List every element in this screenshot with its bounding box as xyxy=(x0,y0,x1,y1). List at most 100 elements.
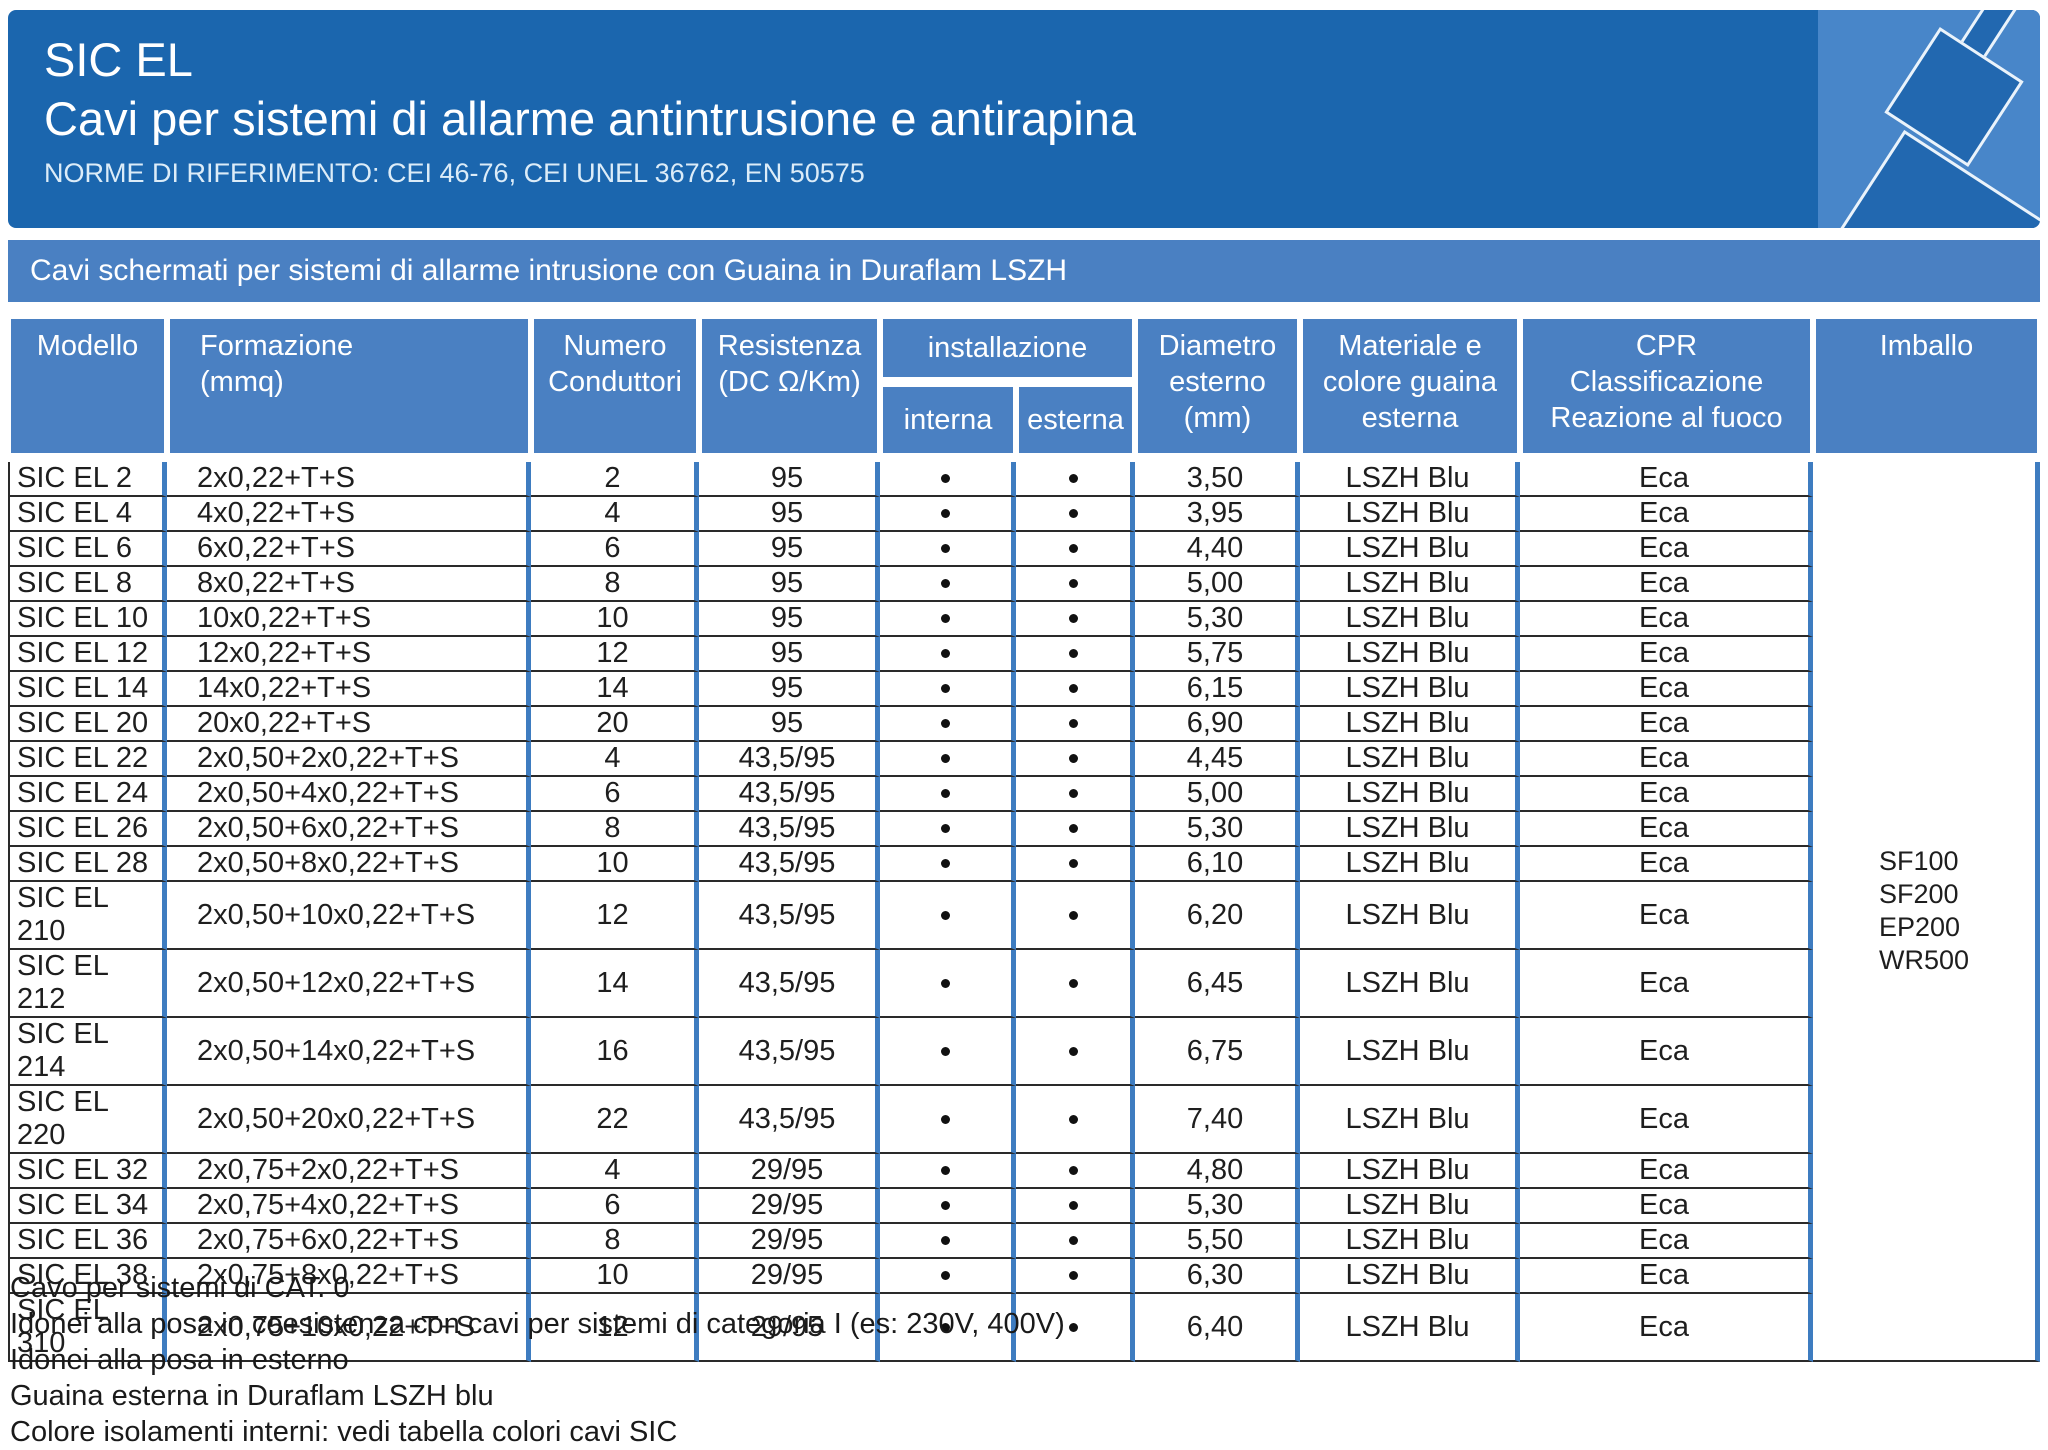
cell-esterna xyxy=(1016,637,1135,672)
cell-resistance: 43,5/95 xyxy=(699,1018,880,1086)
cell-model: SIC EL 26 xyxy=(8,812,167,847)
cell-model: SIC EL 214 xyxy=(8,1018,167,1086)
cell-resistance: 95 xyxy=(699,532,880,567)
installation-bullet-icon xyxy=(941,614,950,623)
cell-cpr: Eca xyxy=(1520,742,1813,777)
cell-resistance: 43,5/95 xyxy=(699,847,880,882)
cell-model: SIC EL 6 xyxy=(8,532,167,567)
cell-interna xyxy=(880,812,1016,847)
cell-interna xyxy=(880,602,1016,637)
installation-bullet-icon xyxy=(1068,1166,1078,1175)
installation-bullet-icon xyxy=(1068,859,1078,868)
cell-diameter: 5,75 xyxy=(1135,637,1300,672)
cell-diameter: 6,30 xyxy=(1135,1259,1300,1294)
installation-bullet-icon xyxy=(1068,1114,1078,1124)
cell-diameter: 4,45 xyxy=(1135,742,1300,777)
cell-formation: 2x0,50+4x0,22+T+S xyxy=(167,777,531,812)
imballo-values: SF100 SF200 EP200 WR500 xyxy=(1879,845,1969,977)
cell-esterna xyxy=(1016,742,1135,777)
cell-formation: 2x0,75+6x0,22+T+S xyxy=(167,1224,531,1259)
cell-conductors: 10 xyxy=(531,602,699,637)
installation-bullet-icon xyxy=(941,978,950,988)
footer-note: Guaina esterna in Duraflam LSZH blu xyxy=(10,1380,494,1412)
installation-bullet-icon xyxy=(1068,509,1078,518)
col-header-interna: interna xyxy=(880,384,1016,456)
col-header-diametro-esterno: Diametro esterno (mm) xyxy=(1135,316,1300,456)
cell-esterna xyxy=(1016,672,1135,707)
installation-bullet-icon xyxy=(1068,544,1078,553)
cell-sheath: LSZH Blu xyxy=(1300,742,1520,777)
cell-cpr: Eca xyxy=(1520,567,1813,602)
cell-imballo-merged: SF100 SF200 EP200 WR500 xyxy=(1813,462,2040,1362)
col-header-cpr: CPR Classificazione Reazione al fuoco xyxy=(1520,316,1813,456)
imballo-value: SF200 xyxy=(1878,879,1959,909)
cell-model: SIC EL 38 xyxy=(8,1259,167,1294)
installation-bullet-icon xyxy=(941,474,950,483)
cell-model: SIC EL 210 xyxy=(8,882,167,950)
cell-model: SIC EL 212 xyxy=(8,950,167,1018)
footer-note: Cavo per sistemi di CAT. 0 xyxy=(10,1272,350,1304)
cell-esterna xyxy=(1016,602,1135,637)
reference-norms: NORME DI RIFERIMENTO: CEI 46-76, CEI UNE… xyxy=(44,158,865,188)
cell-diameter: 6,90 xyxy=(1135,707,1300,742)
cell-model: SIC EL 20 xyxy=(8,707,167,742)
cell-model: SIC EL 22 xyxy=(8,742,167,777)
section-band: Cavi schermati per sistemi di allarme in… xyxy=(8,240,2040,302)
cell-resistance: 29/95 xyxy=(699,1224,880,1259)
cell-sheath: LSZH Blu xyxy=(1300,882,1520,950)
cell-interna xyxy=(880,672,1016,707)
cell-conductors: 12 xyxy=(531,637,699,672)
installation-bullet-icon xyxy=(941,859,950,868)
imballo-value: EP200 xyxy=(1878,912,1961,942)
cell-formation: 20x0,22+T+S xyxy=(167,707,531,742)
installation-bullet-icon xyxy=(941,1236,950,1245)
cell-model: SIC EL 220 xyxy=(8,1086,167,1154)
cell-formation: 2x0,75+10x0,22+T+S xyxy=(167,1294,531,1362)
footer-note: Idonei alla posa in coesistenza con cavi… xyxy=(10,1308,1065,1340)
cell-cpr: Eca xyxy=(1520,602,1813,637)
cell-cpr: Eca xyxy=(1520,950,1813,1018)
cell-diameter: 6,40 xyxy=(1135,1294,1300,1362)
cell-model: SIC EL 28 xyxy=(8,847,167,882)
cell-sheath: LSZH Blu xyxy=(1300,637,1520,672)
cell-conductors: 14 xyxy=(531,950,699,1018)
cell-esterna xyxy=(1016,1259,1135,1294)
cell-esterna xyxy=(1016,462,1135,497)
cell-conductors: 14 xyxy=(531,672,699,707)
cell-resistance: 95 xyxy=(699,707,880,742)
cell-resistance: 95 xyxy=(699,602,880,637)
cell-sheath: LSZH Blu xyxy=(1300,777,1520,812)
cell-esterna xyxy=(1016,1294,1135,1362)
cell-diameter: 6,10 xyxy=(1135,847,1300,882)
installation-bullet-icon xyxy=(1068,978,1078,988)
cell-formation: 14x0,22+T+S xyxy=(167,672,531,707)
cell-formation: 2x0,50+20x0,22+T+S xyxy=(167,1086,531,1154)
cell-model: SIC EL 8 xyxy=(8,567,167,602)
cell-resistance: 29/95 xyxy=(699,1189,880,1224)
cell-model: SIC EL 36 xyxy=(8,1224,167,1259)
table-body: SF100 SF200 EP200 WR500 SIC EL 2 2x0,22+T+S 2 9… xyxy=(8,462,2040,1362)
cell-interna xyxy=(880,1018,1016,1086)
cell-resistance: 43,5/95 xyxy=(699,777,880,812)
cell-interna xyxy=(880,847,1016,882)
installation-bullet-icon xyxy=(1068,614,1078,623)
cell-interna xyxy=(880,742,1016,777)
installation-bullet-icon xyxy=(1068,649,1078,658)
cell-diameter: 4,80 xyxy=(1135,1154,1300,1189)
cell-formation: 2x0,75+2x0,22+T+S xyxy=(167,1154,531,1189)
cell-cpr: Eca xyxy=(1520,1018,1813,1086)
cell-diameter: 6,45 xyxy=(1135,950,1300,1018)
cell-cpr: Eca xyxy=(1520,1294,1813,1362)
cell-esterna xyxy=(1016,812,1135,847)
cell-model: SIC EL 32 xyxy=(8,1154,167,1189)
col-header-modello: Modello xyxy=(8,316,167,456)
installation-bullet-icon xyxy=(941,1166,950,1175)
installation-bullet-icon xyxy=(1068,1271,1078,1280)
cell-model: SIC EL 14 xyxy=(8,672,167,707)
cell-diameter: 4,40 xyxy=(1135,532,1300,567)
cell-model: SIC EL 310 xyxy=(8,1294,167,1362)
installation-bullet-icon xyxy=(1068,684,1078,693)
cell-resistance: 29/95 xyxy=(699,1294,880,1362)
cell-diameter: 6,75 xyxy=(1135,1018,1300,1086)
installation-bullet-icon xyxy=(1068,910,1078,920)
